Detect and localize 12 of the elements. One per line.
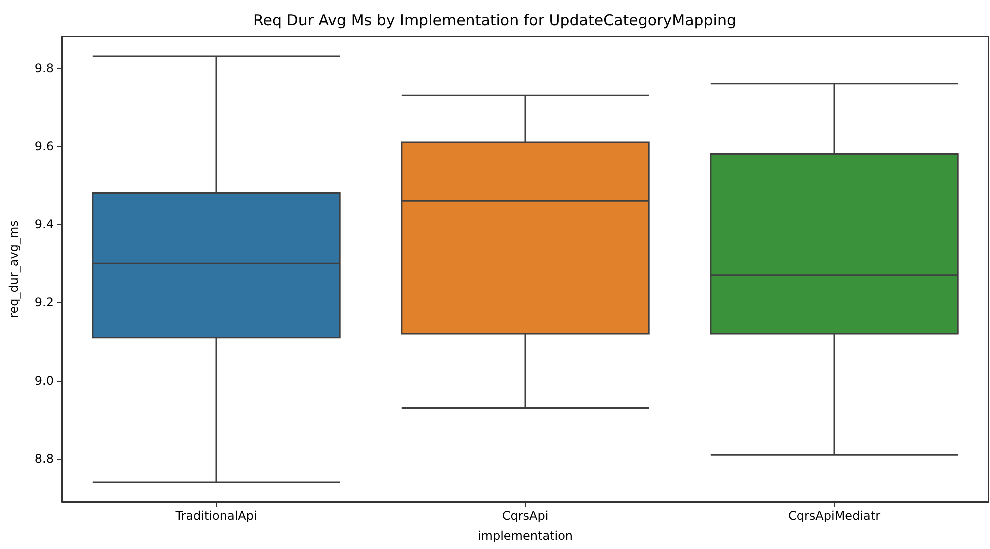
x-tick-label: CqrsApi [502, 509, 549, 523]
y-tick-label: 9.2 [34, 296, 54, 310]
y-tick-label: 9.4 [34, 218, 54, 232]
y-tick-label: 9.6 [34, 139, 54, 154]
y-tick-label: 8.8 [34, 452, 54, 466]
y-tick-label: 9.0 [34, 374, 54, 388]
x-axis-title: implementation [478, 529, 574, 543]
x-tick-label: TraditionalApi [174, 509, 258, 523]
y-axis-title: req_dur_avg_ms [7, 220, 21, 318]
y-tick-label: 9.8 [34, 61, 54, 76]
chart-title: Req Dur Avg Ms by Implementation for UpdateCategoryMapping [254, 12, 736, 30]
x-tick-label: CqrsApiMediatr [788, 509, 881, 523]
